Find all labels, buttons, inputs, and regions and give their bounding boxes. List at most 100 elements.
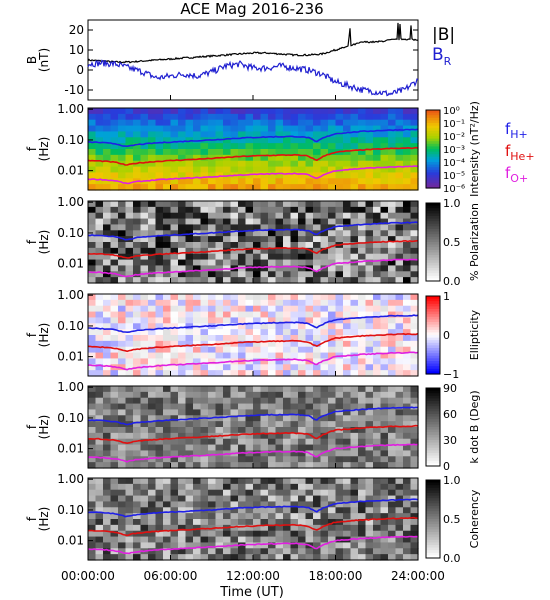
coherency-cell	[148, 542, 157, 549]
kdotb-cell	[343, 421, 352, 428]
kdotb-cell	[118, 432, 127, 440]
kdotb-cell	[178, 391, 187, 399]
ellipticity-cell	[125, 299, 134, 307]
coherency-cell	[328, 548, 337, 555]
intensity-cell	[133, 143, 142, 150]
kdotb-cell	[245, 421, 254, 428]
intensity-cell	[253, 166, 262, 174]
coherency-cell	[290, 530, 299, 538]
intensity-cell	[290, 172, 299, 179]
polarization-cell	[290, 236, 299, 243]
kdotb-cell	[335, 415, 344, 422]
f-h-line	[87, 498, 419, 518]
coherency-cell	[328, 554, 337, 561]
coherency-cell	[193, 495, 202, 503]
ellipticity-cell	[215, 299, 224, 307]
polarization-cell	[125, 212, 134, 220]
intensity-cell	[118, 125, 127, 133]
coherency-cell	[350, 489, 359, 497]
coherency-cell	[305, 501, 314, 508]
kdotb-cell	[88, 421, 97, 428]
kdotb-cell	[155, 444, 164, 452]
polarization-cell	[350, 247, 359, 255]
intensity-cell	[380, 149, 389, 156]
polarization-cell	[298, 206, 307, 214]
coherency-cell	[178, 507, 187, 514]
polarization-cell	[305, 201, 314, 208]
coherency-ytick-label: 0.10	[57, 503, 84, 517]
polarization-cell	[328, 236, 337, 243]
coherency-cell	[133, 495, 142, 503]
ellipticity-cell	[343, 323, 352, 330]
polarization-cell	[230, 218, 239, 226]
kdotb-cell	[350, 438, 359, 446]
ellipticity-cell	[118, 305, 127, 313]
kdotb-cell	[313, 386, 322, 393]
intensity-cell	[125, 108, 134, 115]
kdotb-cell	[245, 427, 254, 434]
polarization-cell	[148, 259, 157, 267]
intensity-cell	[373, 178, 382, 185]
coherency-cell	[95, 507, 104, 514]
ellipticity-cell	[103, 370, 112, 377]
intensity-cell	[88, 113, 97, 121]
polarization-cell	[275, 206, 284, 214]
intensity-cell	[185, 119, 194, 127]
kdotb-cell	[335, 456, 344, 463]
polarization-cell	[200, 201, 209, 208]
intensity-cell	[238, 143, 247, 150]
coherency-cell	[313, 495, 322, 503]
polarization-cell	[88, 271, 97, 278]
ellipticity-cell	[148, 340, 157, 348]
coherency-cell	[95, 489, 104, 497]
polarization-cell	[328, 253, 337, 261]
polarization-cell	[275, 253, 284, 261]
ellipticity-cell	[230, 294, 239, 301]
kdotb-cell	[305, 456, 314, 463]
polarization-cell	[163, 206, 172, 214]
polarization-cell	[373, 242, 382, 249]
ellipticity-cell	[208, 335, 217, 342]
intensity-cell	[238, 137, 247, 144]
kdotb-cell	[403, 397, 412, 405]
intensity-cell	[215, 178, 224, 185]
polarization-cell	[208, 212, 217, 220]
coherency-cell	[133, 524, 142, 532]
coherency-cell	[230, 489, 239, 497]
kdotb-cell	[118, 450, 127, 457]
coherency-cell	[395, 489, 404, 497]
polarization-cell	[125, 206, 134, 214]
ellipticity-cell	[110, 346, 119, 354]
coherency-cell	[193, 542, 202, 549]
intensity-colorbar-tick: 10⁻⁴	[443, 158, 465, 169]
polarization-cell	[388, 277, 397, 284]
polarization-cell	[380, 224, 389, 231]
kdotb-cell	[238, 432, 247, 440]
polarization-cell	[305, 242, 314, 249]
polarization-cell	[388, 247, 397, 255]
ellipticity-cell	[283, 323, 292, 330]
ellipticity-cell	[343, 364, 352, 371]
coherency-cell	[343, 495, 352, 503]
ellipticity-cell	[410, 335, 419, 342]
ellipticity-cell	[335, 299, 344, 307]
intensity-cell	[215, 113, 224, 121]
coherency-cell	[350, 507, 359, 514]
coherency-cell	[290, 548, 299, 555]
ellipticity-cell	[95, 352, 104, 360]
intensity-cell	[223, 184, 232, 191]
kdotb-cell	[103, 391, 112, 399]
kdotb-cell	[223, 397, 232, 405]
kdotb-cell	[275, 432, 284, 440]
polarization-cell	[95, 259, 104, 267]
intensity-cell	[410, 178, 419, 185]
coherency-colorbar-tick: 0.5	[443, 513, 461, 526]
coherency-cell	[403, 489, 412, 497]
coherency-cell	[373, 489, 382, 497]
ellipticity-cell	[380, 358, 389, 365]
intensity-cell	[200, 108, 209, 115]
ellipticity-cell	[133, 323, 142, 330]
ellipticity-cell	[125, 294, 134, 301]
intensity-cell	[110, 143, 119, 150]
polarization-cell	[200, 218, 209, 226]
